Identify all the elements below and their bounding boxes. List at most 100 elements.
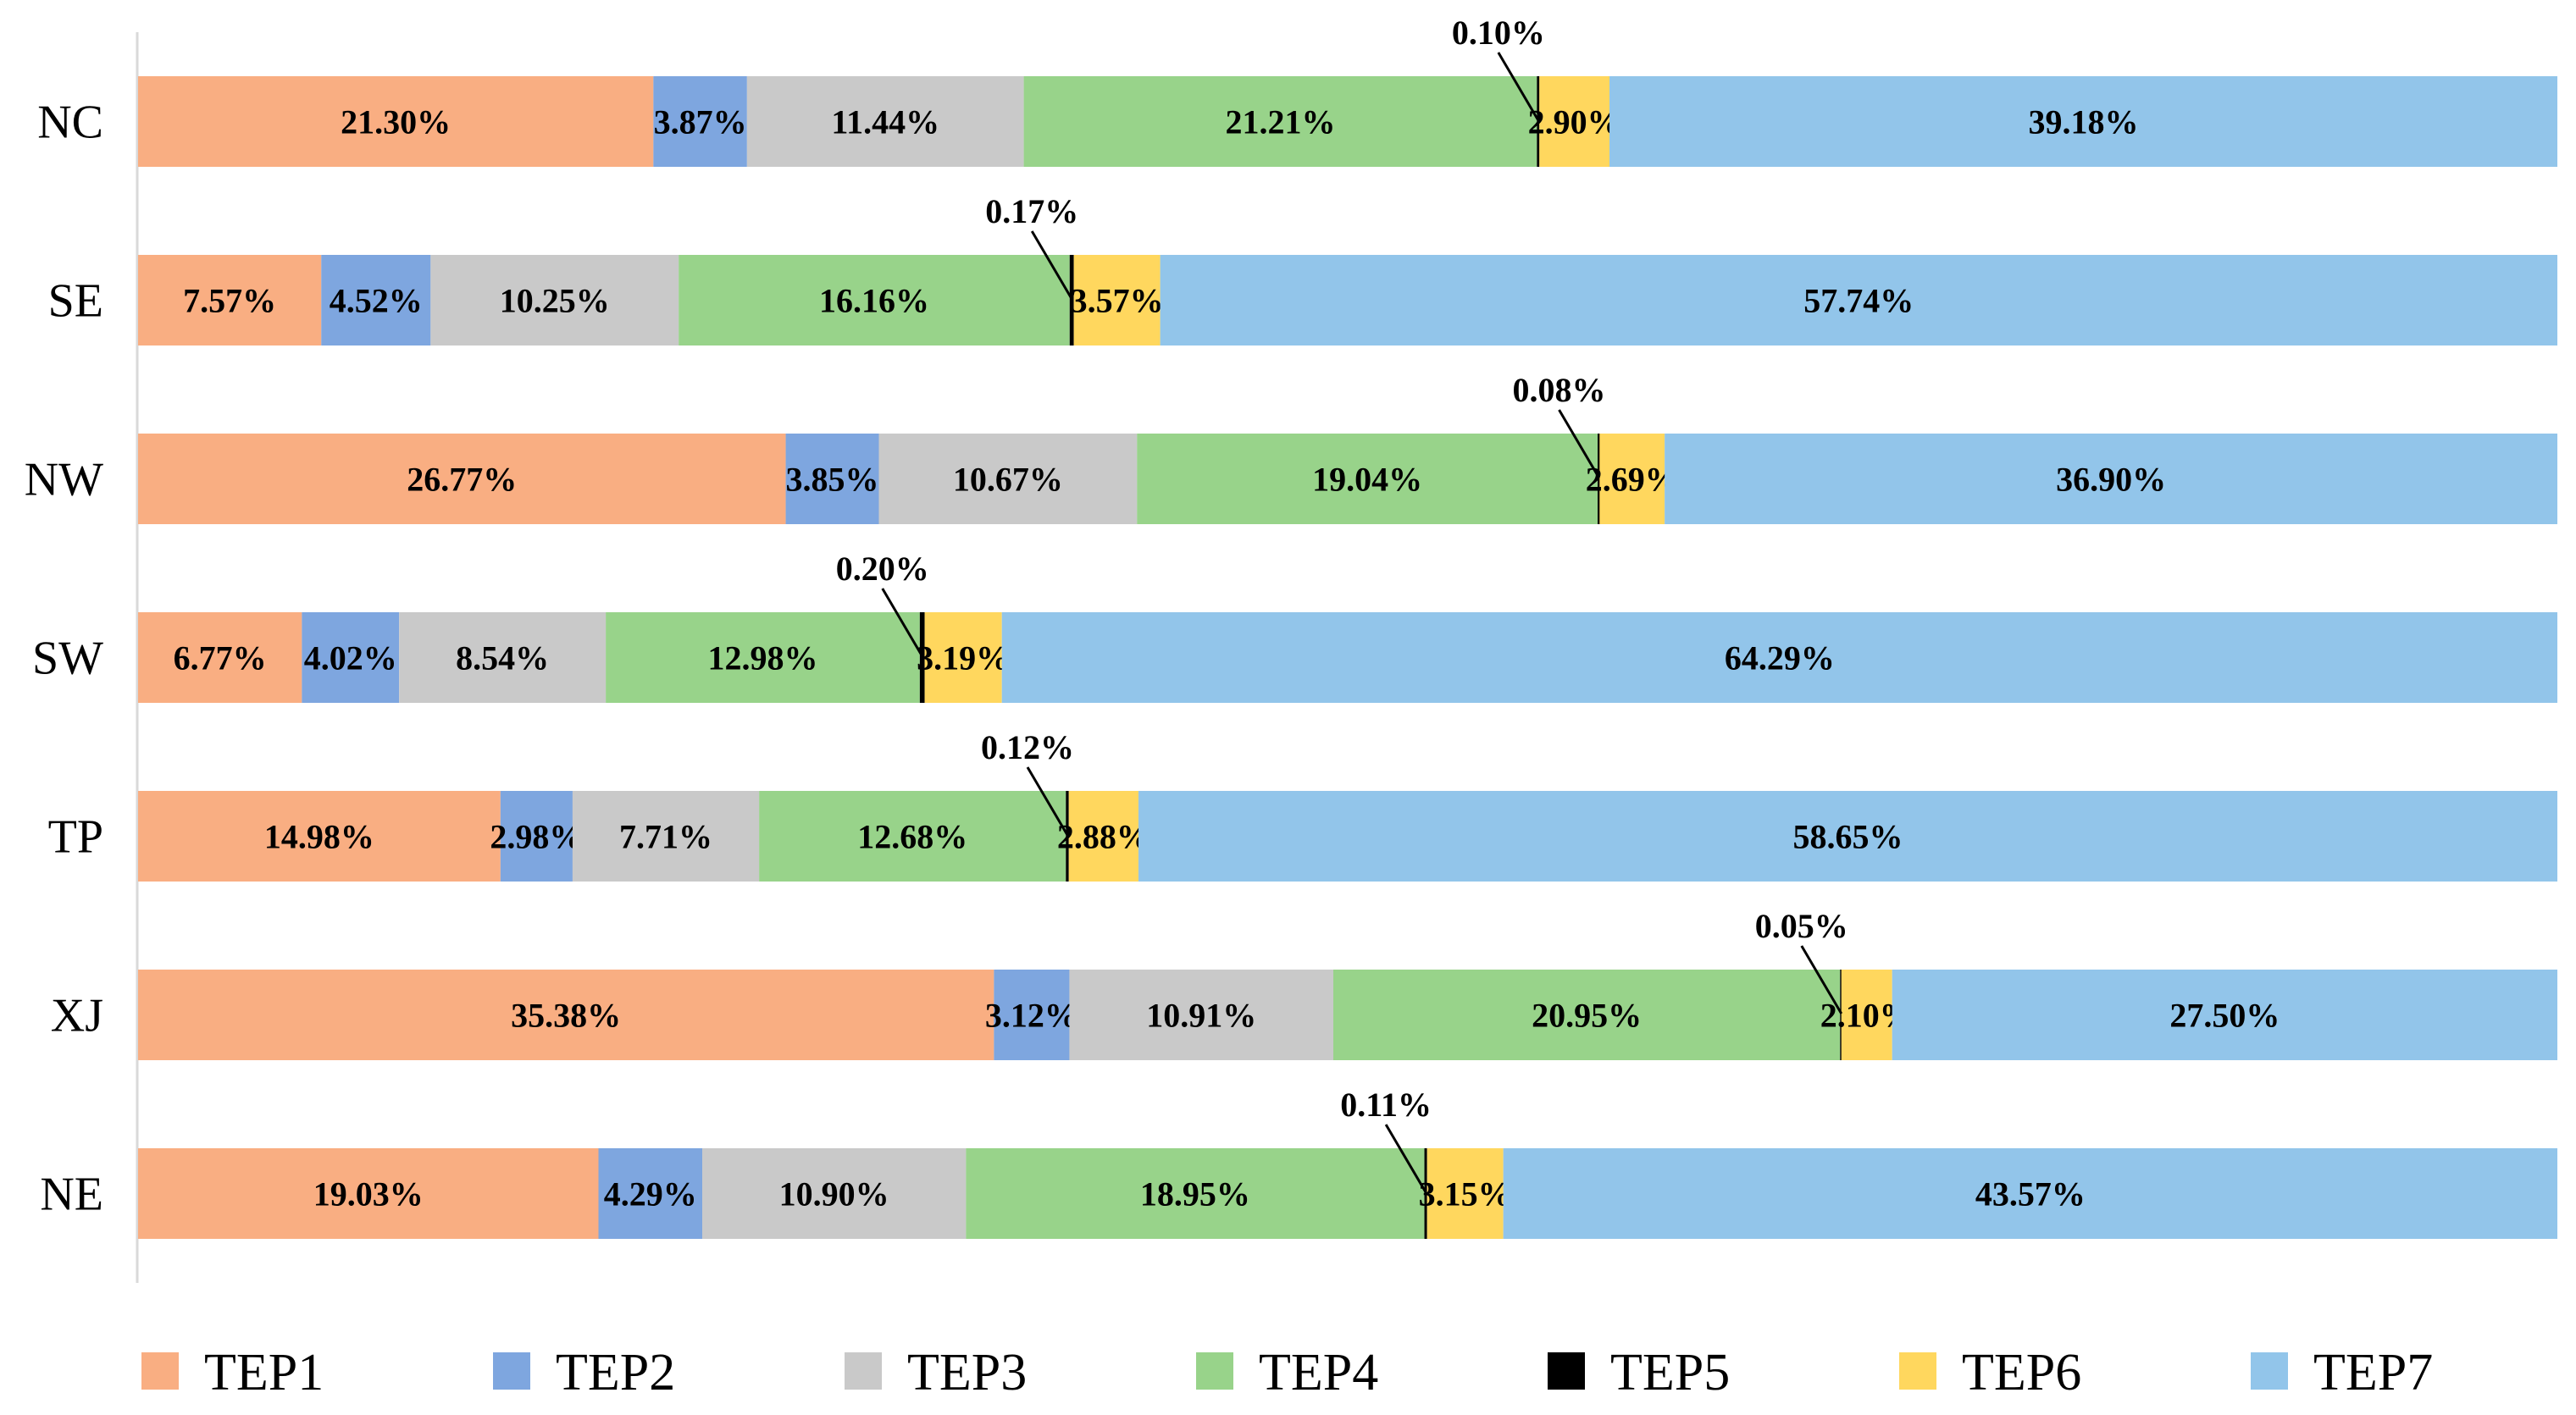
value-label-se-tep2: 4.52% bbox=[330, 282, 423, 320]
bar-nc-tep4 bbox=[1023, 76, 1537, 167]
bar-sw-tep4 bbox=[606, 612, 920, 703]
value-label-nw-tep4: 19.04% bbox=[1312, 461, 1422, 499]
bar-xj-tep6 bbox=[1841, 970, 1892, 1060]
bar-nc-tep6 bbox=[1539, 76, 1610, 167]
value-label-se-tep3: 10.25% bbox=[500, 282, 610, 320]
value-label-sw-tep1: 6.77% bbox=[174, 639, 267, 677]
category-label-nw: NW bbox=[25, 454, 103, 506]
value-label-ne-tep4: 18.95% bbox=[1140, 1175, 1250, 1213]
value-label-nw-tep7: 36.90% bbox=[2056, 461, 2166, 499]
legend-swatch-tep3 bbox=[845, 1352, 882, 1390]
leader-line-se bbox=[1030, 230, 1073, 300]
value-label-nw-tep1: 26.77% bbox=[407, 461, 517, 499]
value-label-ne-tep6: 3.15% bbox=[1419, 1175, 1512, 1213]
legend-label-tep1: TEP1 bbox=[204, 1344, 324, 1401]
value-label-xj-tep1: 35.38% bbox=[511, 997, 621, 1035]
value-label-nc-tep1: 21.30% bbox=[341, 103, 451, 141]
value-label-se-tep7: 57.74% bbox=[1803, 282, 1914, 320]
bar-nw-tep1 bbox=[138, 434, 786, 524]
bar-ne-tep1 bbox=[138, 1148, 599, 1239]
bar-se-tep7 bbox=[1160, 255, 2557, 345]
leader-line-sw bbox=[881, 588, 924, 657]
value-label-ne-tep7: 43.57% bbox=[1975, 1175, 2086, 1213]
bar-tp-tep7 bbox=[1138, 791, 2557, 882]
category-label-xj: XJ bbox=[51, 990, 103, 1042]
bar-xj-tep4 bbox=[1333, 970, 1841, 1060]
bar-xj-tep3 bbox=[1069, 970, 1334, 1060]
bar-tp-tep5 bbox=[1066, 791, 1069, 882]
value-label-sw-tep7: 64.29% bbox=[1725, 639, 1835, 677]
category-label-nc: NC bbox=[37, 97, 103, 149]
value-label-xj-tep5: 0.05% bbox=[1755, 907, 1848, 945]
leader-line-nc bbox=[1497, 52, 1540, 121]
value-label-se-tep1: 7.57% bbox=[183, 282, 276, 320]
value-label-nw-tep6: 2.69% bbox=[1586, 461, 1679, 499]
bars-layer: 21.30% 3.87% 11.44% 21.21% 2.90% 39.18% 7.57% 4… bbox=[138, 76, 2557, 1239]
bar-sw-tep1 bbox=[138, 612, 302, 703]
leader-line-xj bbox=[1800, 945, 1843, 1014]
value-label-tp-tep2: 2.98% bbox=[490, 818, 583, 856]
category-labels: NC SE NW SW TP XJ NE bbox=[25, 97, 103, 1221]
bar-sw-tep2 bbox=[302, 612, 400, 703]
callout-layer: 0.10% 0.17% 0.08% 0.20% 0.12% 0.05% 0.11% bbox=[836, 14, 1848, 1193]
bar-sw-tep5 bbox=[919, 612, 925, 703]
bar-nc-tep5 bbox=[1537, 76, 1540, 167]
value-label-xj-tep4: 20.95% bbox=[1532, 997, 1642, 1035]
value-label-nw-tep3: 10.67% bbox=[953, 461, 1063, 499]
bar-xj-tep1 bbox=[138, 970, 994, 1060]
value-label-nw-tep5: 0.08% bbox=[1513, 371, 1606, 409]
legend-label-tep7: TEP7 bbox=[2313, 1344, 2433, 1401]
value-label-se-tep5: 0.17% bbox=[985, 192, 1078, 230]
value-label-xj-tep3: 10.91% bbox=[1146, 997, 1256, 1035]
bar-tp-tep2 bbox=[500, 791, 573, 882]
value-label-sw-tep3: 8.54% bbox=[456, 639, 549, 677]
bar-se-tep5 bbox=[1069, 255, 1074, 345]
bar-ne-tep7 bbox=[1503, 1148, 2557, 1239]
bar-sw-tep6 bbox=[924, 612, 1002, 703]
legend-swatch-tep7 bbox=[2251, 1352, 2288, 1390]
legend-label-tep3: TEP3 bbox=[907, 1344, 1027, 1401]
bar-ne-tep6 bbox=[1426, 1148, 1504, 1239]
bar-se-tep1 bbox=[138, 255, 322, 345]
value-label-nc-tep6: 2.90% bbox=[1528, 103, 1621, 141]
value-label-xj-tep2: 3.12% bbox=[985, 997, 1078, 1035]
legend-label-tep6: TEP6 bbox=[1962, 1344, 2081, 1401]
legend-label-tep5: TEP5 bbox=[1610, 1344, 1730, 1401]
leader-line-ne bbox=[1384, 1124, 1427, 1193]
bar-tp-tep1 bbox=[138, 791, 501, 882]
bar-sw-tep3 bbox=[399, 612, 607, 703]
value-label-nc-tep4: 21.21% bbox=[1225, 103, 1335, 141]
leader-line-tp bbox=[1026, 766, 1069, 836]
bar-se-tep6 bbox=[1073, 255, 1161, 345]
legend-swatch-tep5 bbox=[1548, 1352, 1585, 1390]
value-label-ne-tep1: 19.03% bbox=[313, 1175, 424, 1213]
bar-tp-tep3 bbox=[572, 791, 760, 882]
value-label-nc-tep2: 3.87% bbox=[654, 103, 747, 141]
bar-ne-tep4 bbox=[966, 1148, 1425, 1239]
value-label-xj-tep7: 27.50% bbox=[2169, 997, 2280, 1035]
category-label-tp: TP bbox=[48, 811, 103, 864]
bar-ne-tep3 bbox=[702, 1148, 967, 1239]
bar-nw-tep6 bbox=[1599, 434, 1665, 524]
value-label-nc-tep7: 39.18% bbox=[2029, 103, 2139, 141]
bar-nc-tep1 bbox=[138, 76, 654, 167]
bar-sw-tep7 bbox=[1001, 612, 2557, 703]
legend-label-tep4: TEP4 bbox=[1259, 1344, 1378, 1401]
value-label-tp-tep4: 12.68% bbox=[857, 818, 967, 856]
bar-xj-tep2 bbox=[994, 970, 1070, 1060]
value-label-tp-tep7: 58.65% bbox=[1792, 818, 1903, 856]
bar-nw-tep7 bbox=[1665, 434, 2557, 524]
value-label-nc-tep5: 0.10% bbox=[1452, 14, 1545, 52]
bar-ne-tep2 bbox=[598, 1148, 703, 1239]
bar-se-tep3 bbox=[430, 255, 679, 345]
bar-nw-tep2 bbox=[785, 434, 879, 524]
value-label-ne-tep2: 4.29% bbox=[604, 1175, 697, 1213]
value-label-sw-tep6: 3.19% bbox=[917, 639, 1010, 677]
legend-swatch-tep1 bbox=[141, 1352, 179, 1390]
bar-xj-tep7 bbox=[1892, 970, 2557, 1060]
value-label-nc-tep3: 11.44% bbox=[831, 103, 939, 141]
value-label-tp-tep1: 14.98% bbox=[264, 818, 374, 856]
bar-ne-tep5 bbox=[1424, 1148, 1427, 1239]
bar-nw-tep4 bbox=[1137, 434, 1598, 524]
